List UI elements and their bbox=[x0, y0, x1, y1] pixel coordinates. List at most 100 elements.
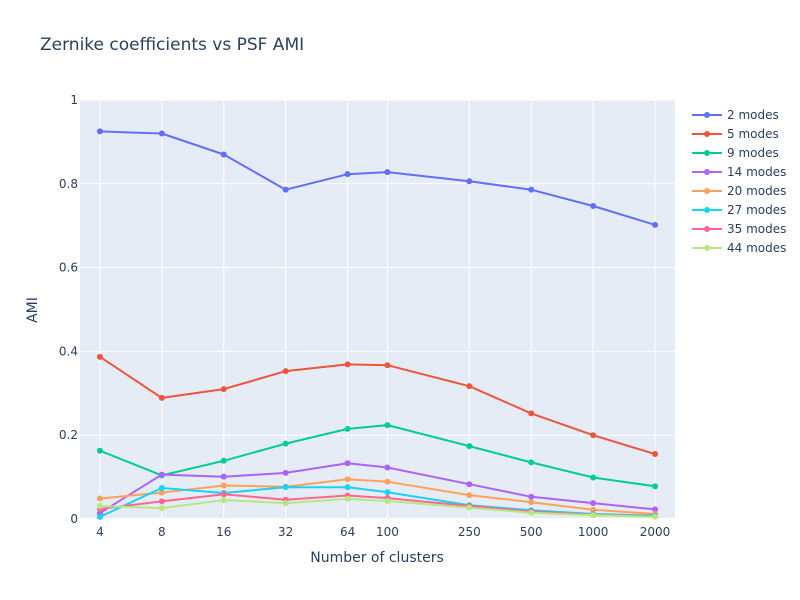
data-point bbox=[282, 186, 289, 193]
data-point bbox=[220, 457, 227, 464]
y-tick-label: 0.6 bbox=[59, 261, 78, 275]
data-point bbox=[466, 481, 473, 488]
data-point bbox=[384, 497, 391, 504]
legend-item[interactable]: 44 modes bbox=[692, 241, 786, 255]
data-point bbox=[466, 178, 473, 185]
series-line bbox=[99, 355, 656, 456]
series-line bbox=[99, 424, 656, 488]
legend-point-marker bbox=[704, 169, 710, 175]
series bbox=[96, 460, 659, 517]
legend-point-marker bbox=[704, 188, 710, 194]
legend-label: 9 modes bbox=[727, 146, 779, 160]
data-point bbox=[528, 493, 535, 500]
data-point bbox=[384, 362, 391, 369]
x-tick-label: 32 bbox=[278, 525, 293, 539]
series bbox=[96, 495, 659, 520]
series bbox=[96, 422, 659, 490]
legend-point-marker bbox=[704, 131, 710, 137]
y-axis-title: AMI bbox=[25, 297, 41, 323]
y-tick-label: 0.8 bbox=[59, 177, 78, 191]
data-point bbox=[158, 130, 165, 137]
chart-title: Zernike coefficients vs PSF AMI bbox=[40, 35, 304, 55]
series-line bbox=[99, 497, 656, 518]
legend-label: 20 modes bbox=[727, 184, 786, 198]
plot-area bbox=[80, 99, 675, 520]
data-point bbox=[344, 484, 351, 491]
data-point bbox=[528, 499, 535, 506]
data-point bbox=[384, 422, 391, 429]
legend-label: 27 modes bbox=[727, 203, 786, 217]
data-point bbox=[96, 128, 103, 135]
legend-item[interactable]: 27 modes bbox=[692, 203, 786, 217]
legend-item[interactable]: 35 modes bbox=[692, 222, 786, 236]
x-tick-label: 2000 bbox=[640, 525, 671, 539]
data-point bbox=[220, 151, 227, 158]
legend-label: 14 modes bbox=[727, 165, 786, 179]
data-point bbox=[590, 506, 597, 513]
x-tick-label: 64 bbox=[340, 525, 355, 539]
x-tick-label: 1000 bbox=[578, 525, 609, 539]
legend-point-marker bbox=[704, 245, 710, 251]
legend-item[interactable]: 14 modes bbox=[692, 165, 786, 179]
data-point bbox=[344, 460, 351, 467]
data-point bbox=[158, 484, 165, 491]
data-point bbox=[344, 476, 351, 483]
x-tick-label: 8 bbox=[158, 525, 166, 539]
data-point bbox=[158, 498, 165, 505]
data-point bbox=[158, 489, 165, 496]
data-point bbox=[344, 171, 351, 178]
x-tick-label: 4 bbox=[96, 525, 104, 539]
data-point bbox=[344, 425, 351, 432]
data-point bbox=[466, 492, 473, 499]
series bbox=[96, 128, 659, 228]
data-point bbox=[466, 504, 473, 511]
data-point bbox=[282, 500, 289, 507]
data-point bbox=[220, 473, 227, 480]
data-point bbox=[384, 464, 391, 471]
x-axis-ticks: 4 8 16 32 64 100 250 500 1000 2000 bbox=[96, 525, 670, 539]
data-point bbox=[96, 503, 103, 510]
data-point bbox=[466, 443, 473, 450]
data-point bbox=[158, 505, 165, 512]
data-point bbox=[220, 482, 227, 489]
legend-label: 5 modes bbox=[727, 127, 779, 141]
data-point bbox=[652, 451, 659, 458]
legend-point-marker bbox=[704, 207, 710, 213]
series-line bbox=[99, 462, 656, 514]
data-point bbox=[466, 383, 473, 390]
x-axis-title: Number of clusters bbox=[310, 550, 444, 566]
data-point bbox=[590, 512, 597, 519]
y-tick-label: 1 bbox=[70, 93, 78, 107]
data-point bbox=[384, 489, 391, 496]
data-point bbox=[282, 368, 289, 375]
data-point bbox=[652, 483, 659, 490]
data-point bbox=[96, 513, 103, 520]
data-point bbox=[220, 386, 227, 393]
legend[interactable]: 2 modes 5 modes 9 modes 14 modes 20 modes 27 … bbox=[692, 108, 786, 255]
legend-item[interactable]: 2 modes bbox=[692, 108, 779, 122]
data-point bbox=[220, 491, 227, 498]
data-point bbox=[220, 497, 227, 504]
series-group bbox=[96, 128, 659, 520]
series bbox=[96, 353, 659, 458]
data-point bbox=[528, 410, 535, 417]
data-point bbox=[528, 459, 535, 466]
legend-item[interactable]: 20 modes bbox=[692, 184, 786, 198]
y-axis-ticks: 0 0.2 0.4 0.6 0.8 1 bbox=[59, 93, 78, 526]
legend-point-marker bbox=[704, 112, 710, 118]
data-point bbox=[282, 484, 289, 491]
y-tick-label: 0 bbox=[70, 512, 78, 526]
data-point bbox=[282, 440, 289, 447]
x-tick-label: 16 bbox=[216, 525, 231, 539]
legend-label: 35 modes bbox=[727, 222, 786, 236]
data-point bbox=[652, 221, 659, 228]
data-point bbox=[590, 500, 597, 507]
data-point bbox=[528, 509, 535, 516]
legend-item[interactable]: 9 modes bbox=[692, 146, 779, 160]
legend-item[interactable]: 5 modes bbox=[692, 127, 779, 141]
data-point bbox=[528, 186, 535, 193]
data-point bbox=[384, 169, 391, 176]
y-tick-label: 0.4 bbox=[59, 344, 78, 358]
series-line bbox=[99, 130, 656, 226]
legend-label: 44 modes bbox=[727, 241, 786, 255]
